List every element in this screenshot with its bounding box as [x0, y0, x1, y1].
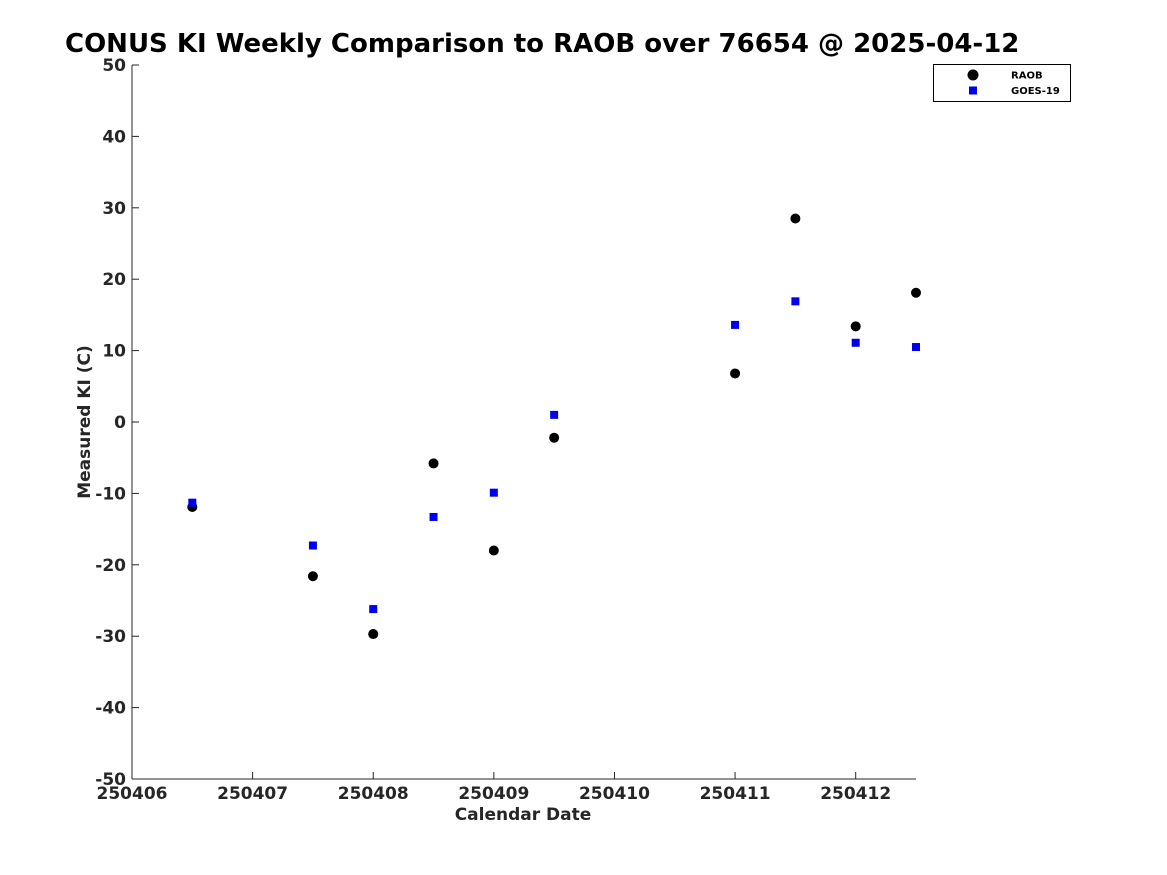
point-raob — [307, 571, 318, 582]
y-axis-label: Measured KI (C) — [75, 345, 95, 499]
point-goes-19 — [912, 343, 920, 352]
point-goes-19 — [489, 488, 498, 497]
chart-title: CONUS KI Weekly Comparison to RAOB over … — [65, 29, 1019, 59]
x-tick-label: 250409 — [458, 784, 529, 804]
legend-marker-raob — [967, 69, 979, 81]
point-goes-19 — [851, 338, 860, 347]
point-goes-19 — [369, 605, 378, 614]
x-tick-label: 250412 — [820, 784, 891, 804]
point-raob — [549, 432, 560, 443]
y-tick-label: 0 — [114, 413, 126, 433]
point-goes-19 — [731, 320, 740, 329]
x-tick-label: 250407 — [217, 784, 288, 804]
legend: RAOB GOES-19 — [933, 64, 1071, 102]
x-axis-ticks: 250406 250407 250408 250409 250410 250411 2504… — [97, 772, 891, 804]
y-tick-label: 50 — [102, 56, 126, 76]
point-raob — [790, 213, 801, 224]
point-raob — [428, 458, 439, 469]
y-tick-label: -30 — [95, 627, 126, 647]
x-tick-label: 250410 — [579, 784, 650, 804]
plot-axes — [131, 65, 916, 780]
point-goes-19 — [791, 297, 800, 306]
point-goes-19 — [188, 498, 197, 507]
point-goes-19 — [308, 541, 317, 550]
y-axis-ticks: 50 40 30 20 10 0 -10 -20 -30 -40 -50 — [95, 56, 139, 790]
y-tick-label: 30 — [102, 199, 126, 219]
data-points — [187, 213, 921, 640]
point-raob — [850, 321, 861, 332]
legend-label-raob: RAOB — [1011, 71, 1043, 82]
x-tick-label: 250406 — [97, 784, 168, 804]
point-raob — [368, 629, 379, 640]
x-axis-label: Calendar Date — [455, 805, 592, 825]
y-tick-label: -10 — [95, 484, 126, 504]
y-tick-label: -50 — [95, 770, 126, 790]
x-tick-label: 250408 — [338, 784, 409, 804]
y-tick-label: 20 — [102, 270, 126, 290]
legend-box — [933, 64, 1071, 102]
legend-label-goes-19: GOES-19 — [1011, 86, 1060, 97]
point-raob — [911, 287, 921, 298]
y-tick-label: 40 — [102, 127, 126, 147]
point-goes-19 — [429, 512, 438, 521]
series-raob — [187, 213, 921, 640]
legend-marker-goes-19 — [969, 86, 977, 95]
point-goes-19 — [550, 410, 559, 419]
series-goes-19 — [188, 297, 920, 614]
y-tick-label: -40 — [95, 699, 126, 719]
point-raob — [488, 545, 499, 556]
x-tick-label: 250411 — [700, 784, 771, 804]
y-tick-label: 10 — [102, 342, 126, 362]
point-raob — [730, 368, 741, 379]
y-tick-label: -20 — [95, 556, 126, 576]
